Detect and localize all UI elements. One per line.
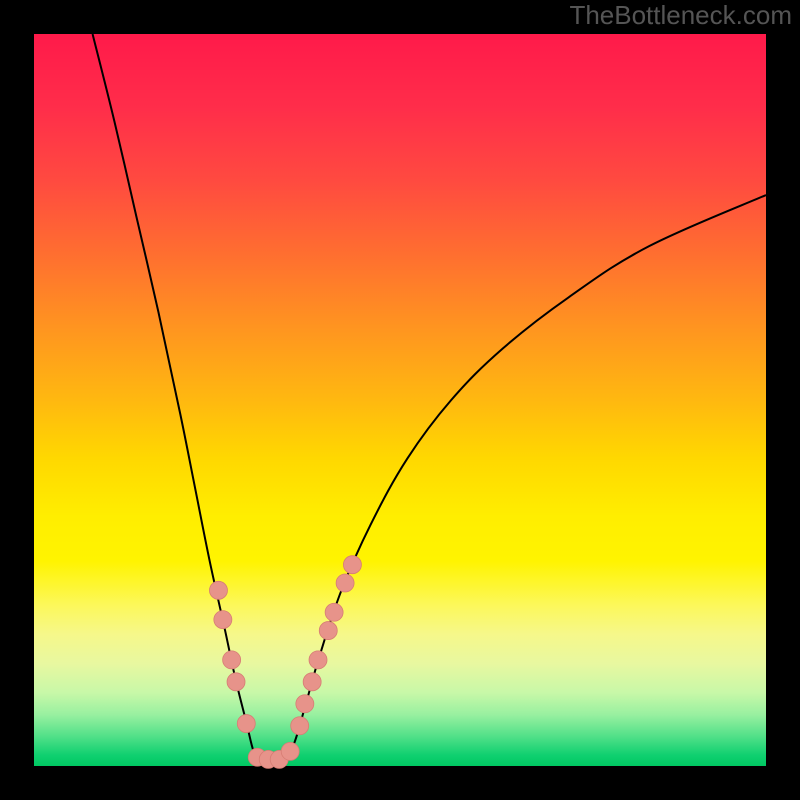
data-marker (325, 603, 343, 621)
data-marker (343, 556, 361, 574)
chart-container: TheBottleneck.com (0, 0, 800, 800)
data-marker (291, 717, 309, 735)
data-marker (237, 715, 255, 733)
data-marker (336, 574, 354, 592)
data-marker (214, 611, 232, 629)
bottleneck-chart (0, 0, 800, 800)
data-marker (309, 651, 327, 669)
data-marker (303, 673, 321, 691)
data-marker (319, 622, 337, 640)
data-marker (209, 581, 227, 599)
data-marker (296, 695, 314, 713)
plot-background-gradient (34, 34, 766, 766)
data-marker (227, 673, 245, 691)
data-marker (223, 651, 241, 669)
data-marker (281, 742, 299, 760)
